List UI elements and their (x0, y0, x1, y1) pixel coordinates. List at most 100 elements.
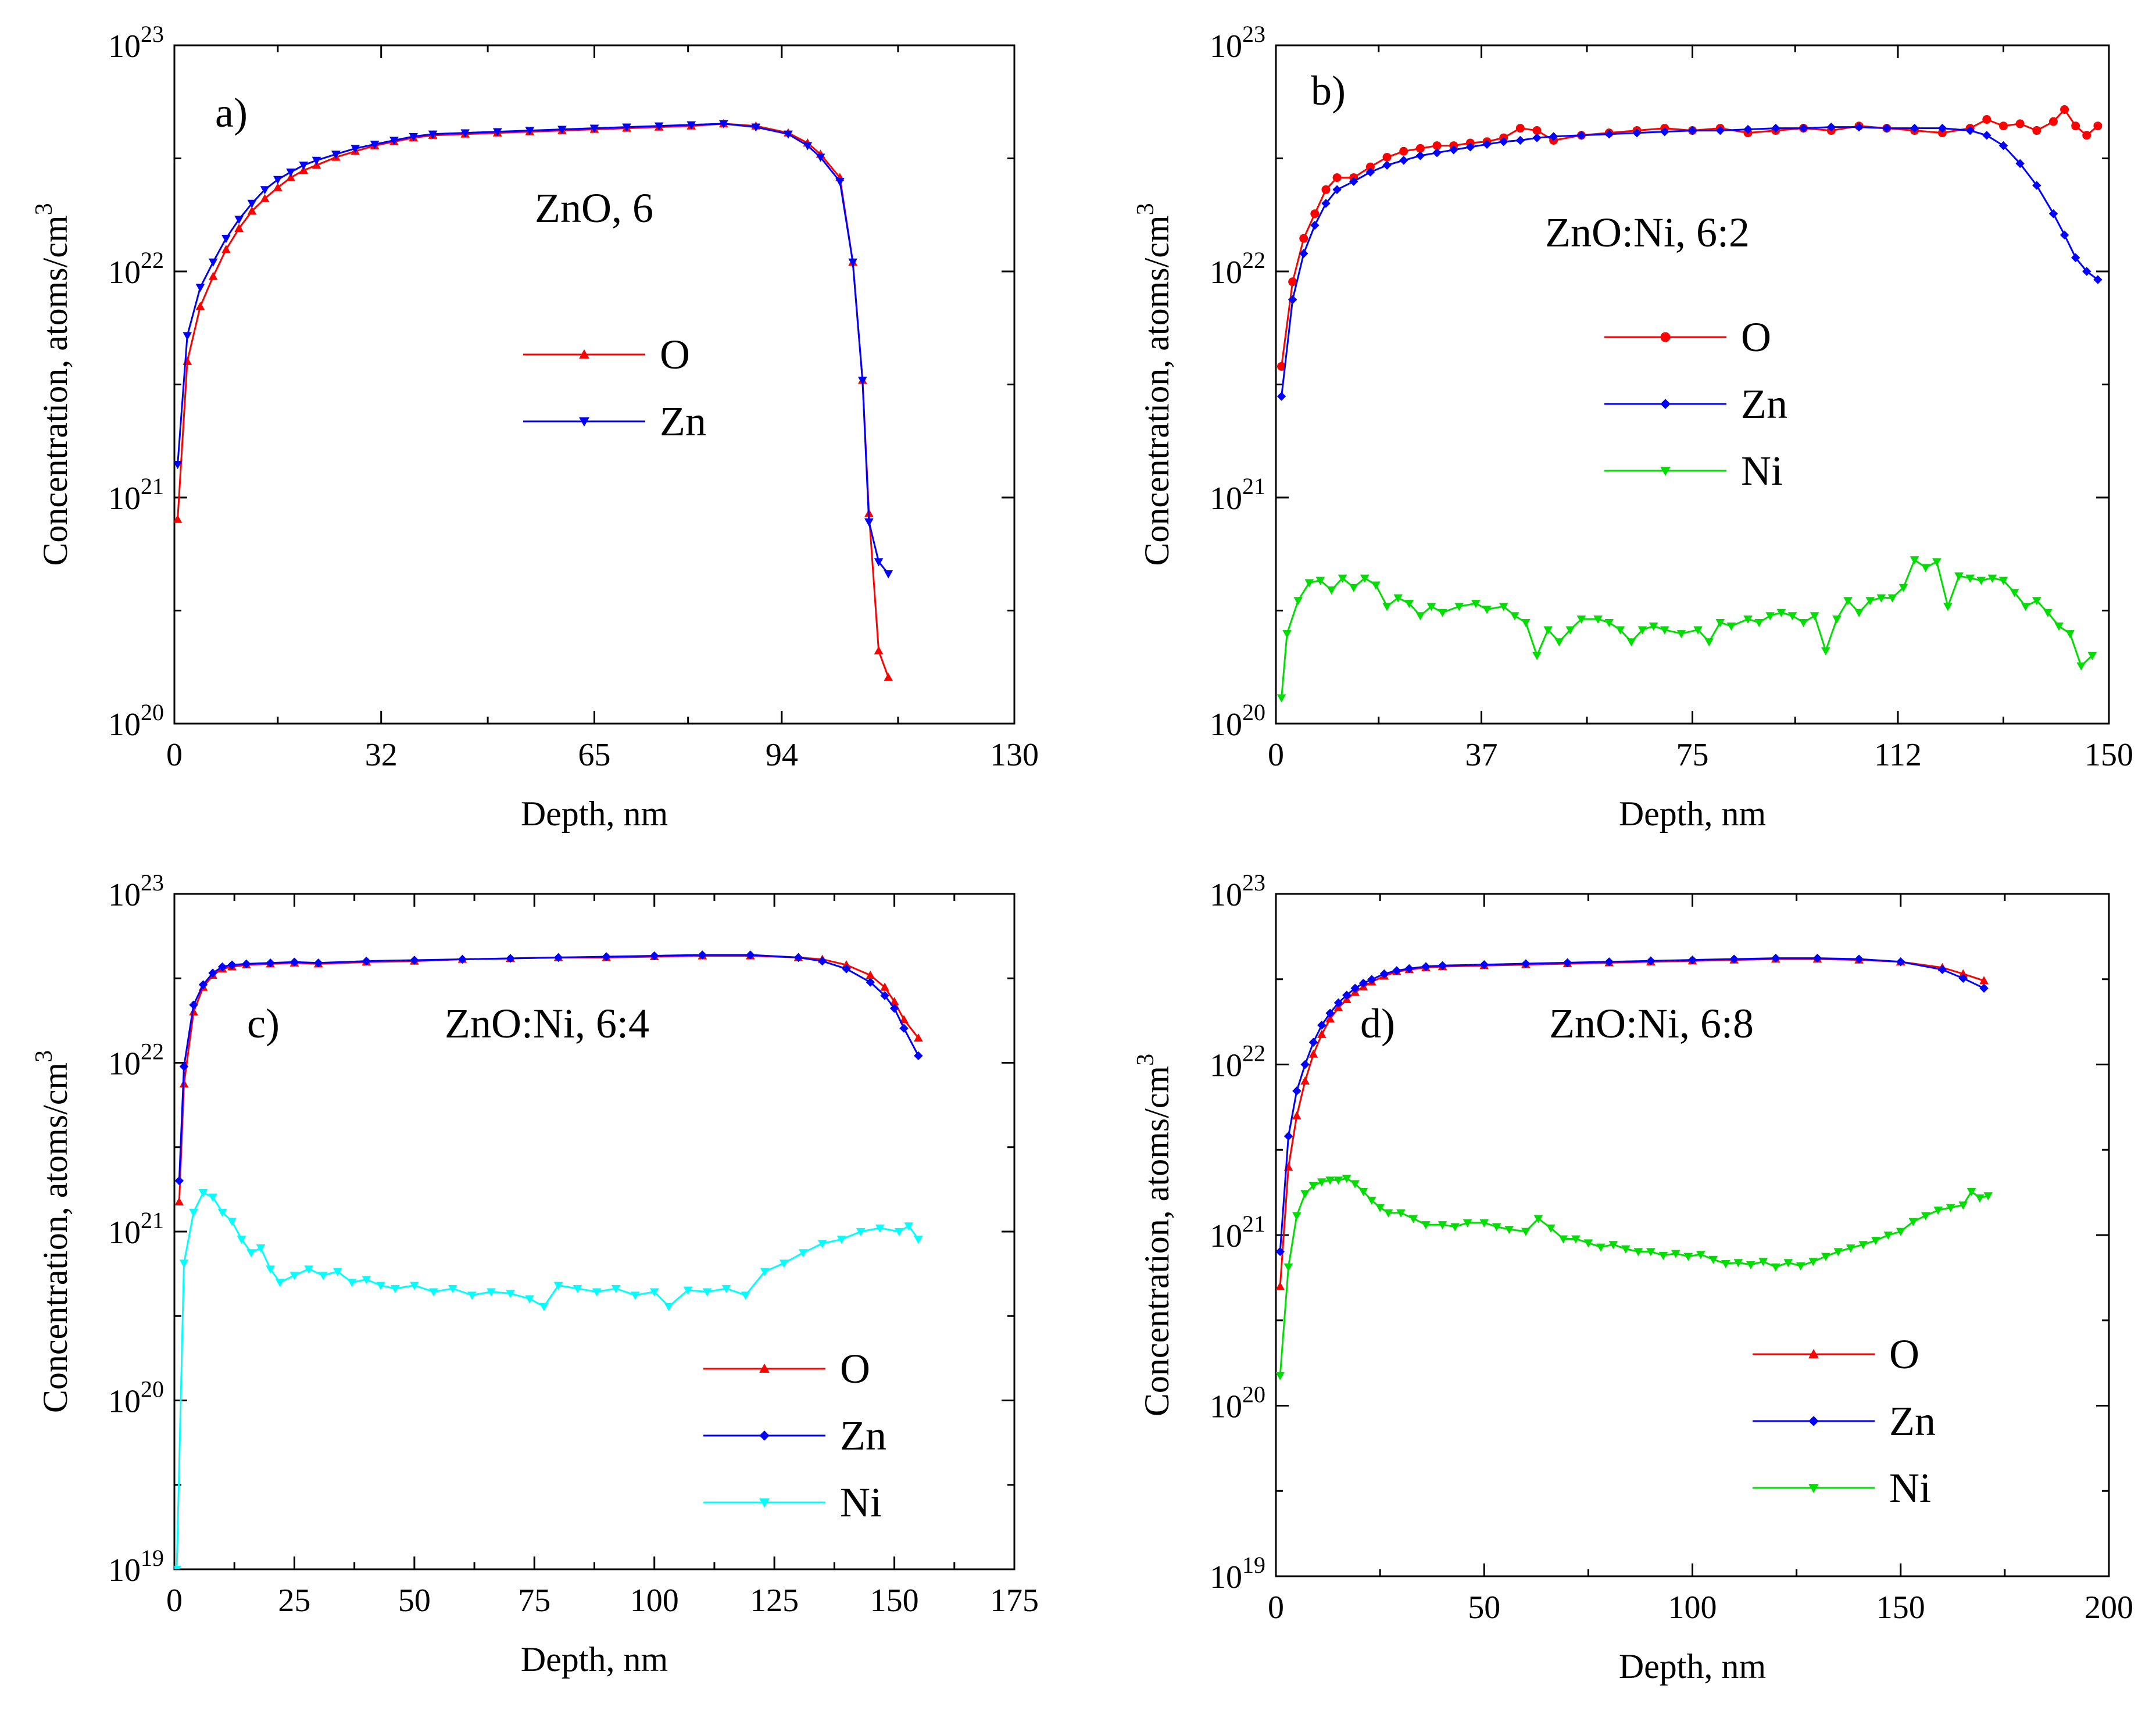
data-point-zn (1449, 145, 1458, 155)
data-point-ni (1565, 626, 1575, 635)
data-point-ni (1683, 1253, 1693, 1261)
data-point-ni (1743, 616, 1753, 624)
data-point-ni (1358, 1187, 1368, 1197)
data-point-ni (1843, 597, 1853, 606)
data-point-ni (1604, 618, 1614, 628)
data-point-zn (622, 123, 631, 132)
data-point-zn (1332, 185, 1342, 194)
data-point-zn (460, 129, 470, 138)
data-point-zn (1521, 959, 1531, 968)
legend-entry-o: O (703, 1346, 870, 1392)
data-point-o (221, 245, 231, 253)
data-point-zn (1288, 295, 1297, 305)
data-point-o (1382, 153, 1392, 162)
x-tick-label: 100 (1668, 1590, 1717, 1626)
x-tick-label: 50 (398, 1583, 431, 1619)
data-point-ni (2065, 630, 2075, 639)
y-tick-label: 1019 (108, 1545, 164, 1588)
legend-swatch-marker (1808, 1484, 1819, 1494)
data-point-ni (1371, 581, 1381, 590)
data-point-ni (1375, 1204, 1385, 1212)
x-tick-label: 0 (166, 1583, 183, 1619)
data-point-ni (1871, 1237, 1880, 1246)
data-point-zn (242, 959, 251, 969)
data-point-ni (856, 1228, 866, 1237)
data-point-ni (1304, 579, 1314, 588)
data-point-zn (208, 258, 218, 267)
data-point-ni (630, 1291, 640, 1300)
data-point-ni (1633, 1248, 1643, 1257)
data-point-zn (602, 952, 611, 961)
data-point-ni (1933, 1207, 1943, 1215)
data-point-ni (467, 1291, 477, 1300)
x-tick-label: 125 (750, 1583, 799, 1619)
data-point-ni (1325, 1176, 1335, 1185)
data-point-zn (289, 957, 299, 967)
data-point-o (1432, 141, 1442, 151)
data-point-ni (1415, 612, 1425, 621)
data-point-zn (553, 953, 563, 962)
data-point-zn (428, 130, 438, 139)
data-point-zn (2048, 209, 2058, 219)
data-point-ni (208, 1193, 217, 1202)
x-tick-label: 65 (578, 737, 611, 773)
data-point-ni (429, 1288, 438, 1297)
data-point-zn (842, 964, 851, 974)
data-point-o (2060, 105, 2069, 114)
panel-title: ZnO, 6 (535, 185, 653, 231)
data-point-zn (370, 141, 380, 149)
series-ni (1277, 556, 2097, 703)
data-point-zn (1982, 131, 1991, 140)
data-point-ni (1576, 616, 1586, 624)
data-point-zn (234, 216, 244, 224)
legend-swatch-marker (759, 1498, 770, 1508)
y-tick-label: 1021 (108, 1207, 164, 1251)
x-tick-label: 25 (278, 1583, 310, 1619)
data-point-ni (1715, 618, 1725, 628)
legend: O Zn (523, 331, 706, 445)
data-point-ni (2076, 662, 2086, 671)
data-point-ni (1471, 600, 1481, 609)
data-point-o (1333, 1003, 1343, 1012)
data-point-ni (683, 1286, 693, 1295)
data-point-zn (848, 258, 857, 267)
series-zn (174, 120, 893, 579)
data-point-ni (1317, 1178, 1327, 1187)
data-point-ni (1554, 638, 1564, 647)
data-point-o (914, 1033, 923, 1042)
data-point-ni (702, 1288, 712, 1297)
data-point-o (1515, 124, 1525, 133)
data-point-ni (1908, 1218, 1918, 1226)
data-point-zn (1365, 167, 1375, 177)
data-point-zn (273, 176, 283, 184)
chart-panel-c: 0 25 50 75 100 125 150 175 1019 1020 1021 1022 1023 D… (31, 869, 1039, 1679)
data-point-zn (1415, 151, 1425, 160)
data-point-ni (1482, 606, 1492, 614)
data-point-ni (227, 1218, 237, 1226)
series-line-zn (178, 954, 920, 1181)
data-point-ni (1660, 626, 1669, 635)
data-point-zn (589, 124, 599, 133)
data-point-ni (1783, 1259, 1793, 1268)
panel-title: ZnO:Ni, 6:2 (1545, 209, 1750, 256)
data-point-ni (1833, 1248, 1843, 1257)
data-point-ni (1396, 1209, 1406, 1218)
data-point-o (1317, 1029, 1327, 1038)
data-point-ni (1998, 577, 2008, 585)
data-point-ni (1350, 1180, 1360, 1189)
y-tick-label: 1023 (1210, 21, 1265, 65)
data-point-ni (836, 1236, 846, 1244)
legend: O Zn Ni (703, 1346, 886, 1526)
x-tick-label: 100 (630, 1583, 679, 1619)
data-point-ni (1521, 1228, 1531, 1236)
data-point-ni (506, 1290, 515, 1298)
data-point-zn (1382, 160, 1392, 170)
data-point-ni (573, 1284, 582, 1293)
data-point-ni (1571, 1235, 1581, 1244)
y-tick-label: 1023 (108, 869, 164, 913)
data-point-zn (557, 126, 567, 134)
data-point-ni (1543, 626, 1553, 635)
data-point-ni (410, 1282, 419, 1290)
data-point-o (2071, 121, 2080, 131)
x-tick-label: 32 (365, 737, 398, 773)
